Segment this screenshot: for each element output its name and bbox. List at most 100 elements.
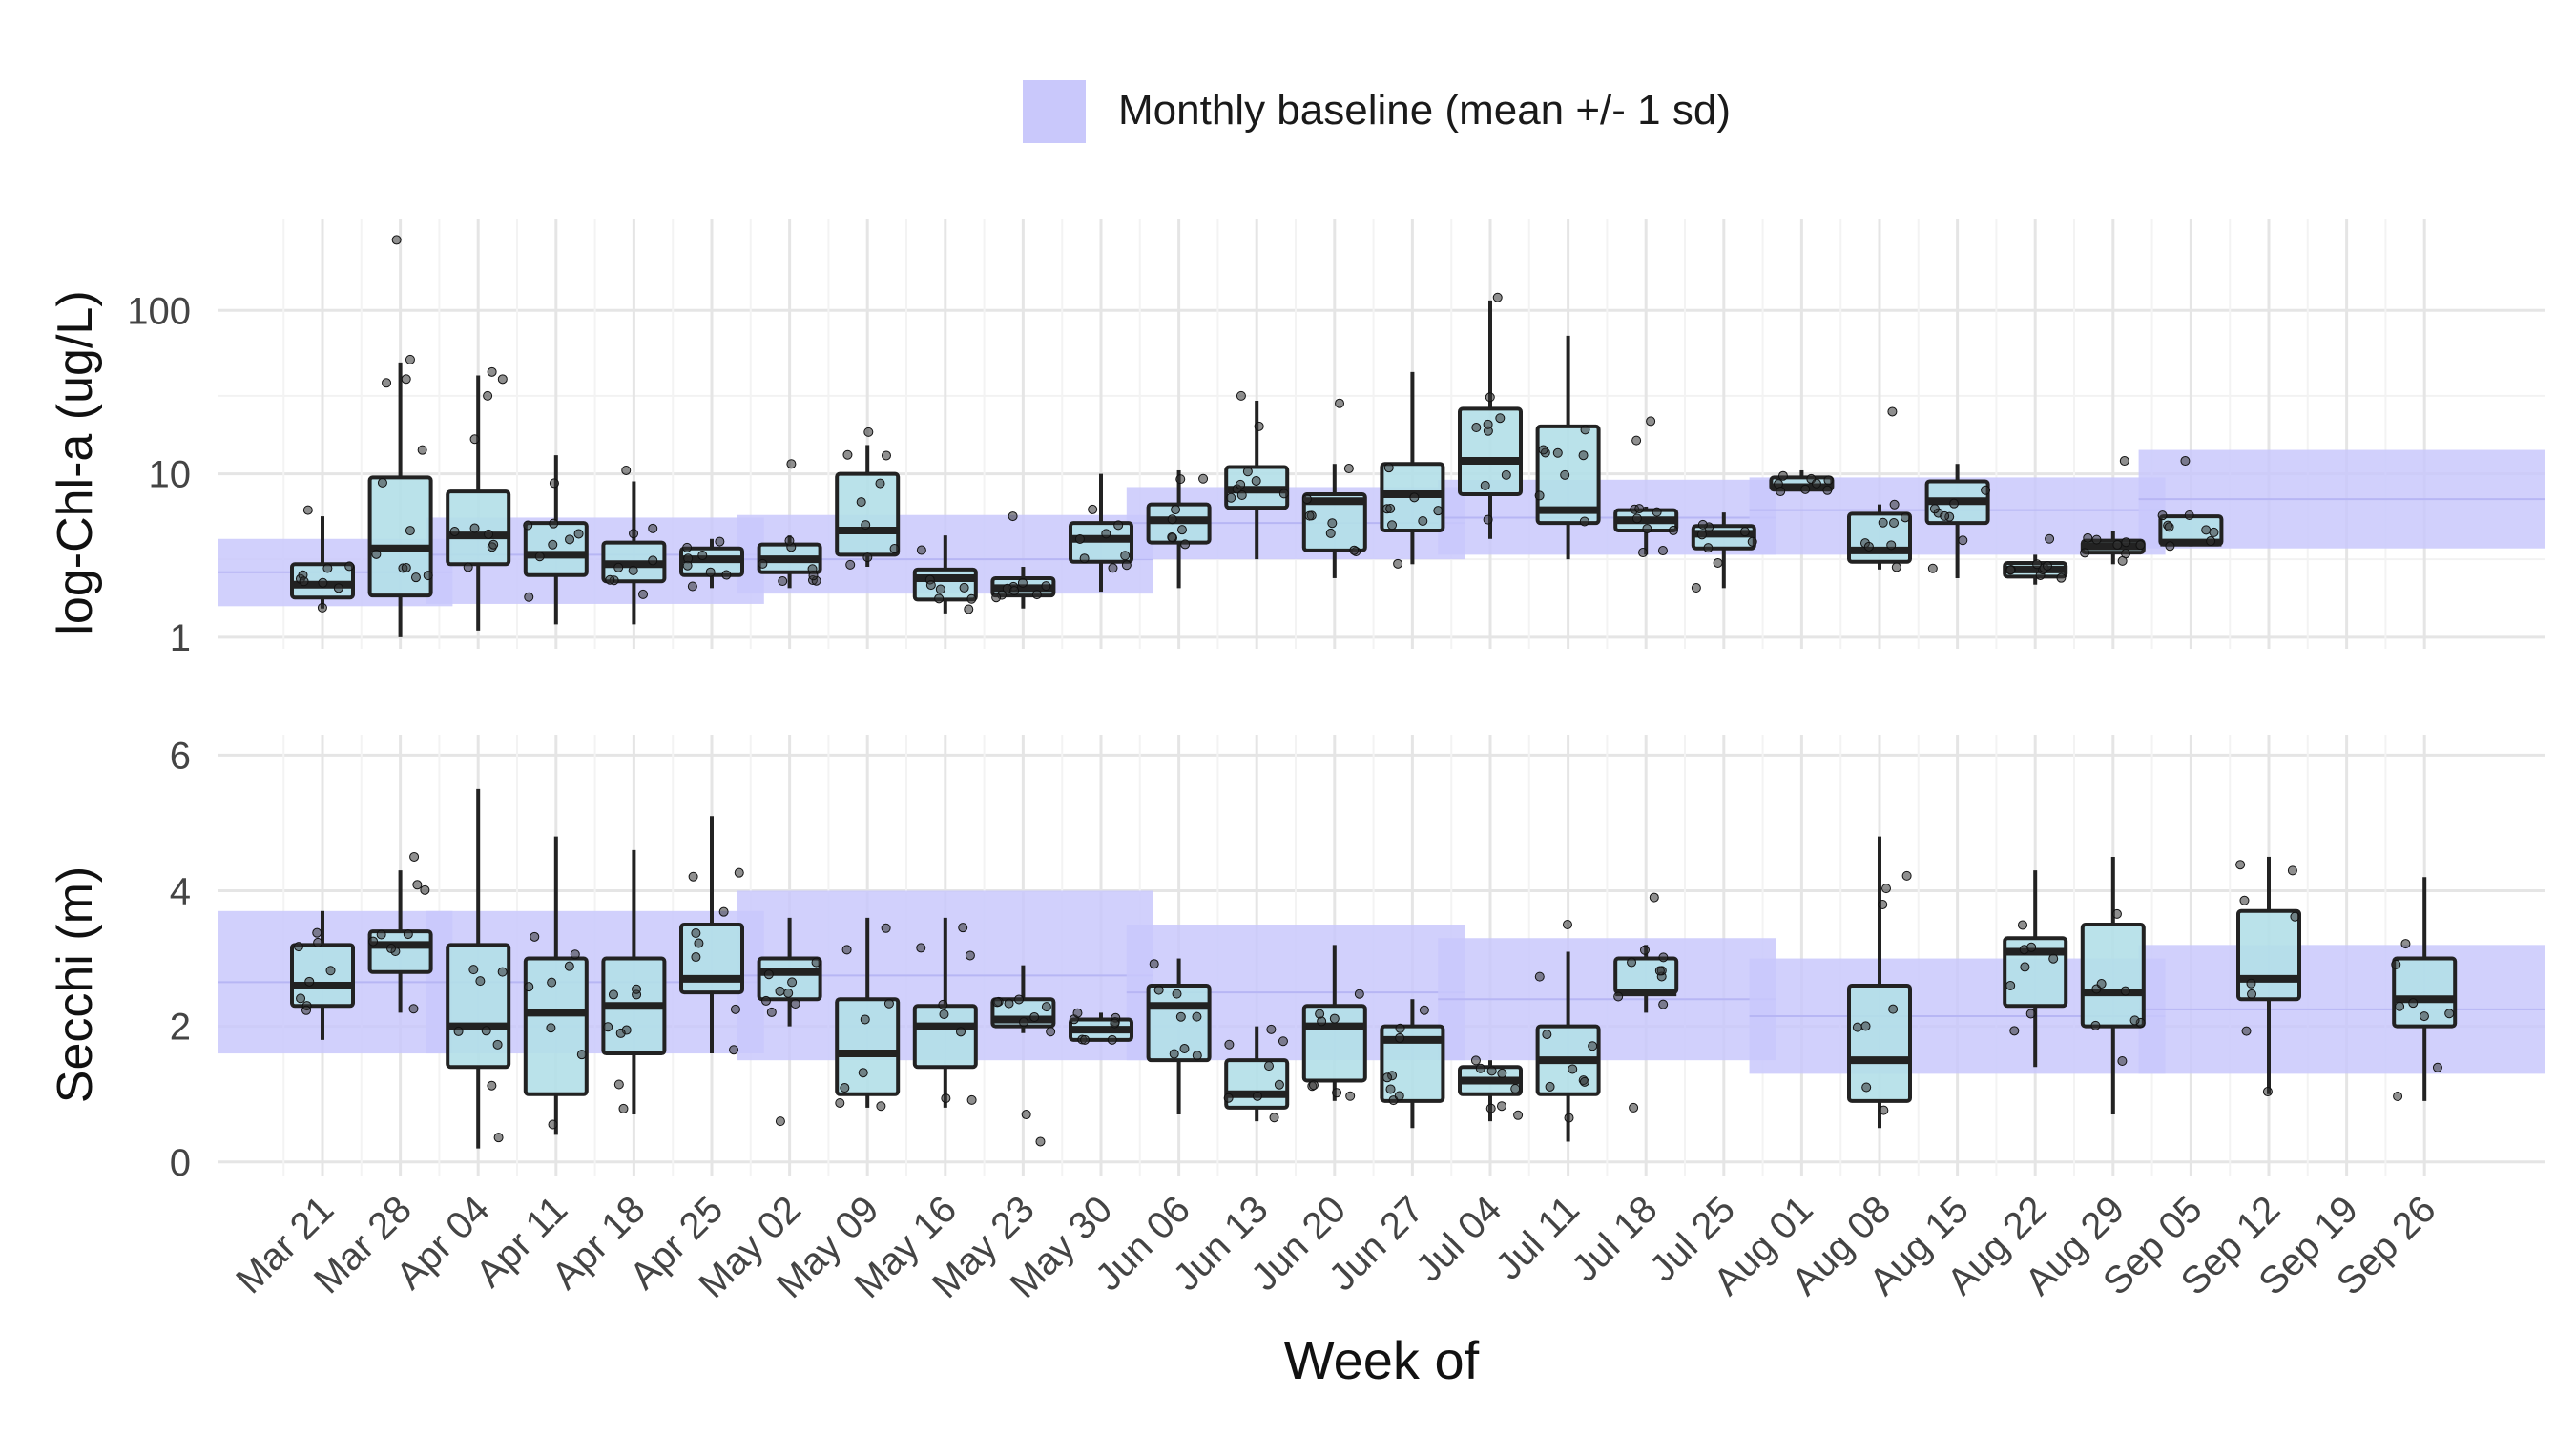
data-point: [758, 558, 768, 569]
chl-box-jun-27: [1380, 371, 1445, 569]
data-point: [1485, 1103, 1496, 1113]
data-point: [1385, 504, 1396, 514]
data-point: [966, 593, 977, 604]
chl-box-apr-18: [601, 465, 667, 625]
data-point: [1171, 505, 1181, 515]
data-point: [2391, 959, 2401, 969]
data-point: [1278, 489, 1289, 499]
chl-box-may-16: [912, 535, 978, 614]
outlier-point: [1021, 1110, 1031, 1120]
data-point: [1327, 518, 1338, 529]
data-point: [2444, 1009, 2455, 1019]
data-point: [1269, 1113, 1279, 1123]
data-point: [608, 989, 618, 1000]
data-point: [718, 906, 729, 917]
data-point: [1385, 1084, 1396, 1094]
outlier-point: [405, 354, 415, 364]
data-point: [858, 1068, 868, 1078]
data-point: [2201, 525, 2212, 535]
data-point: [453, 1026, 464, 1036]
box-iqr: [367, 475, 433, 598]
data-point: [860, 1014, 870, 1025]
secchi-box-may-16: [912, 917, 978, 1108]
secchi-box-aug-29: [2080, 856, 2146, 1115]
data-point: [1343, 464, 1354, 474]
secchi-y-tick-label: 2: [170, 1007, 191, 1049]
data-point: [317, 602, 327, 613]
data-point: [1395, 1023, 1405, 1033]
data-point: [1940, 510, 1950, 521]
secchi-box-may-09: [835, 917, 901, 1112]
data-point: [1254, 421, 1264, 431]
data-point: [2005, 565, 2016, 575]
chl-box-jul-18: [1613, 416, 1679, 558]
data-point: [1121, 560, 1132, 571]
data-point: [941, 1093, 951, 1104]
data-point: [312, 927, 322, 938]
outlier-point: [409, 851, 420, 862]
data-point: [618, 1103, 629, 1113]
secchi-box-aug-22: [2003, 870, 2068, 1068]
data-point: [1811, 478, 1821, 489]
data-point: [1776, 487, 1786, 497]
data-point: [965, 950, 975, 961]
data-point: [861, 520, 871, 531]
data-point: [2083, 532, 2093, 543]
data-point: [691, 927, 701, 938]
outlier-point: [391, 235, 402, 245]
secchi-y-tick-label: 6: [170, 735, 191, 777]
data-point: [1800, 484, 1811, 494]
data-point: [1568, 1064, 1578, 1074]
data-point: [811, 957, 821, 968]
data-point: [548, 1119, 558, 1130]
data-point: [497, 967, 508, 977]
data-point: [1107, 1034, 1117, 1045]
chl-box-may-23: [990, 511, 1056, 609]
data-point: [1958, 535, 1968, 546]
chl-box-jun-06: [1146, 469, 1212, 589]
data-point: [682, 542, 693, 552]
data-point: [925, 580, 936, 591]
secchi-box-may-02: [757, 917, 822, 1127]
secchi-box-jul-04: [1458, 1055, 1524, 1122]
data-point: [1176, 525, 1187, 535]
data-point: [1929, 504, 1940, 514]
box-iqr: [2080, 923, 2146, 1029]
data-point: [484, 529, 494, 539]
data-point: [2025, 1009, 2036, 1019]
data-point: [1179, 1044, 1190, 1054]
data-point: [1777, 470, 1788, 481]
data-point: [934, 593, 945, 604]
data-point: [938, 999, 948, 1009]
chl-box-apr-11: [523, 455, 589, 625]
outlier-point: [1236, 390, 1246, 401]
data-point: [2080, 548, 2090, 558]
legend-label: Monthly baseline (mean +/- 1 sd): [1118, 87, 1731, 134]
data-point: [2393, 1092, 2403, 1102]
data-point: [576, 1050, 587, 1060]
data-point: [377, 477, 387, 488]
data-point: [721, 570, 732, 580]
data-point: [1251, 475, 1261, 486]
data-point: [1578, 450, 1589, 461]
data-point: [1236, 479, 1246, 489]
data-point: [1552, 447, 1563, 458]
outlier-point: [775, 1116, 785, 1127]
data-point: [2164, 522, 2174, 532]
data-point: [1329, 1013, 1340, 1024]
data-point: [991, 593, 1002, 603]
data-point: [1475, 1063, 1485, 1073]
data-point: [966, 1094, 977, 1105]
data-point: [301, 1005, 312, 1015]
data-point: [1332, 1088, 1342, 1098]
data-point: [628, 565, 638, 575]
chl-box-may-30: [1069, 473, 1133, 593]
data-point: [2247, 989, 2257, 999]
outlier-point: [2045, 533, 2055, 544]
data-point: [2408, 998, 2419, 1009]
data-point: [2111, 908, 2122, 919]
data-point: [564, 961, 574, 971]
data-point: [296, 993, 306, 1004]
data-point: [835, 1097, 845, 1108]
data-point: [2096, 979, 2107, 989]
